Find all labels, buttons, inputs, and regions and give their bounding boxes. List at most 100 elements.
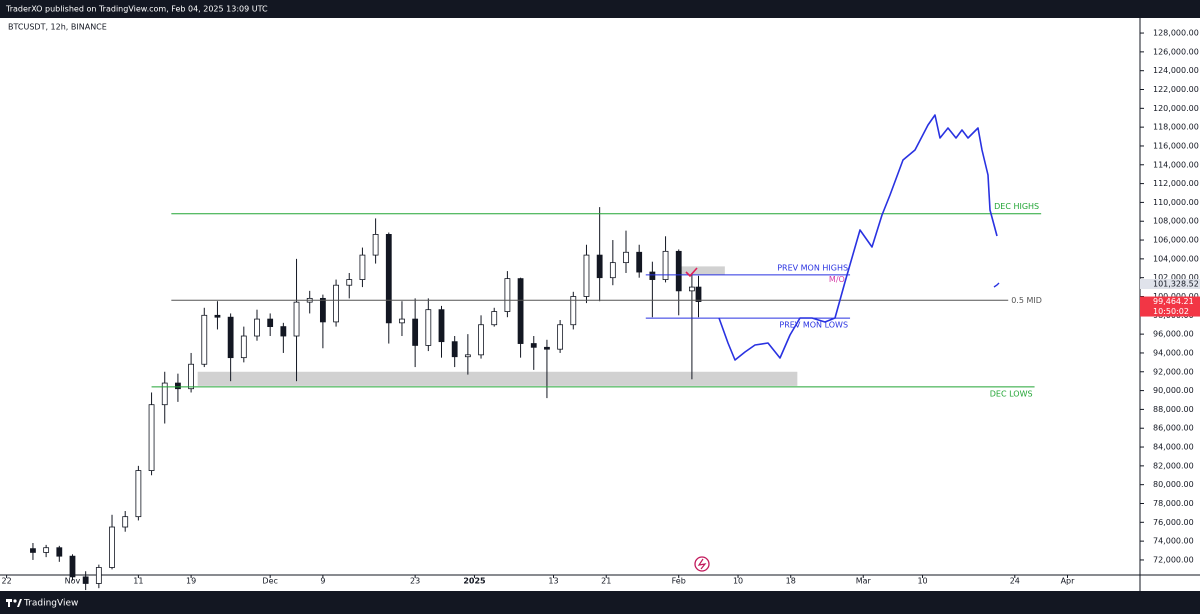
candle-body (464, 354, 471, 358)
logo-part (13, 599, 17, 603)
candle-body (649, 271, 656, 280)
y-tick-label: 100,000.00 (1153, 292, 1199, 301)
x-tick-label: Apr (1061, 577, 1076, 586)
candle-body (82, 576, 89, 584)
candle-body (689, 286, 695, 292)
candle-body (188, 363, 194, 390)
price-label: 101,328.52 (1153, 280, 1199, 289)
candle-body (56, 547, 63, 557)
y-tick-label: 82,000.00 (1153, 461, 1194, 470)
x-tick-label: Nov (65, 577, 81, 586)
y-tick-label: 92,000.00 (1153, 367, 1194, 376)
replay-icon[interactable] (694, 556, 710, 572)
y-tick-label: 94,000.00 (1153, 348, 1194, 357)
candle-body (491, 311, 498, 326)
y-tick-label: 78,000.00 (1153, 499, 1194, 508)
y-tick-label: 90,000.00 (1153, 386, 1194, 395)
candle-body (530, 343, 537, 348)
x-tick-label: Feb (672, 577, 686, 586)
projection-tick (993, 282, 1000, 288)
candle-body (214, 314, 221, 318)
candle-body (451, 341, 458, 358)
logo-part (17, 599, 22, 607)
x-tick-label: 13 (548, 577, 558, 586)
candle-body (319, 297, 326, 323)
x-tick-label: 24 (1010, 577, 1020, 586)
candle-body (359, 254, 366, 280)
y-tick-label: 112,000.00 (1153, 179, 1199, 188)
candle-body (372, 234, 379, 256)
candle-body (240, 335, 247, 359)
candle-body (333, 284, 339, 323)
y-tick-label: 72,000.00 (1153, 555, 1194, 564)
candle-body (438, 309, 445, 343)
candle-body (254, 318, 260, 337)
x-tick-label: 19 (186, 577, 196, 586)
level-label: PREV MON LOWS (779, 321, 848, 330)
zone (678, 266, 725, 275)
candle-body (122, 516, 129, 528)
y-tick-label: 106,000.00 (1153, 236, 1199, 245)
y-tick-label: 104,000.00 (1153, 254, 1199, 263)
candle-body (30, 548, 36, 553)
y-tick-label: 108,000.00 (1153, 217, 1199, 226)
footer-logo (6, 599, 22, 607)
candle-body (504, 278, 511, 312)
candle-body (557, 324, 564, 350)
candle-body (695, 286, 702, 302)
plot-area: DEC HIGHS 0.5 MID DEC LOWS PREV MON HIGHS PR… (30, 202, 1042, 591)
y-tick-label: 96,000.00 (1153, 330, 1194, 339)
candle-body (623, 251, 629, 264)
candle-body (544, 346, 550, 350)
y-tick-label: 124,000.00 (1153, 66, 1199, 75)
candle-body (109, 526, 115, 568)
footer-brand: TradingView (23, 599, 78, 609)
chart-title: BTCUSDT, 12h, BINANCE (8, 23, 107, 32)
x-tick-label: 18 (786, 577, 796, 586)
candle-body (69, 555, 76, 578)
candle-body (609, 262, 616, 279)
price-label-countdown: 10:50:02 (1153, 307, 1189, 316)
replay-icon-bolt[interactable] (697, 558, 707, 570)
zone (197, 371, 798, 386)
x-tick-label: 21 (601, 577, 611, 586)
candle-body (570, 296, 577, 326)
y-tick-label: 88,000.00 (1153, 405, 1194, 414)
projection-drawing (718, 114, 998, 361)
logo-part (8, 601, 10, 607)
monthly-open-label: M/O (829, 275, 845, 284)
candle-body (517, 278, 524, 344)
logo-part (6, 599, 12, 602)
candle-body (175, 382, 181, 390)
candle-body (596, 254, 603, 279)
y-tick-label: 80,000.00 (1153, 480, 1194, 489)
x-tick-label: Mar (856, 577, 872, 586)
candle-body (161, 382, 168, 406)
level-label: DEC HIGHS (994, 202, 1039, 211)
candle-body (267, 318, 274, 328)
y-tick-label: 114,000.00 (1153, 160, 1199, 169)
candle-body (662, 250, 669, 280)
candle-body (385, 234, 392, 324)
price-label: 99,464.21 (1153, 297, 1194, 306)
price-label-box (1140, 279, 1200, 290)
candle-body (293, 301, 300, 337)
x-tick-label: 22 (1, 577, 11, 586)
header-title: TraderXO published on TradingView.com, F… (5, 5, 268, 14)
candle-body (346, 279, 353, 286)
y-tick-label: 128,000.00 (1153, 29, 1199, 38)
candle-body (412, 318, 419, 346)
footer-bar (0, 591, 1200, 614)
x-tick-label: 10 (733, 577, 743, 586)
level-label: PREV MON HIGHS (777, 263, 848, 272)
candle-body (148, 404, 155, 471)
candle-body (201, 314, 208, 365)
y-tick-label: 122,000.00 (1153, 85, 1199, 94)
x-tick-label: 2025 (463, 577, 486, 586)
y-tick-label: 118,000.00 (1153, 123, 1199, 132)
y-tick-label: 84,000.00 (1153, 443, 1194, 452)
y-tick-label: 86,000.00 (1153, 424, 1194, 433)
candle-body (425, 309, 432, 346)
